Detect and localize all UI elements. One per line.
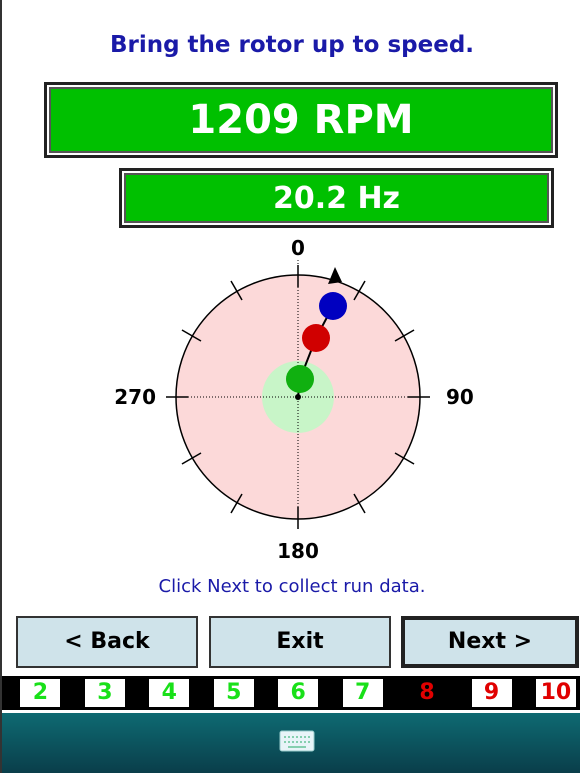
step: 10 [517, 676, 580, 710]
step: 7 [324, 676, 389, 710]
step: 4 [130, 676, 196, 710]
tick [353, 280, 366, 301]
green-dot [286, 365, 314, 393]
tick [230, 280, 243, 301]
label-0: 0 [291, 236, 305, 260]
tick [181, 329, 202, 342]
step: 2 [2, 676, 67, 710]
step-label: 4 [149, 679, 190, 707]
center [295, 394, 301, 400]
ticks [166, 265, 430, 529]
step-label: 10 [535, 679, 576, 707]
step-label: 7 [342, 679, 383, 707]
step-label: 6 [278, 679, 319, 707]
keyboard[interactable] [279, 730, 315, 752]
rpm-readout: 1209 RPM [44, 82, 558, 158]
tick [353, 493, 366, 514]
step-label: 5 [213, 679, 254, 707]
step: 8 [388, 676, 454, 710]
title: Bring the rotor up to speed. [109, 32, 475, 58]
step: 5 [195, 676, 260, 710]
tick [230, 493, 243, 514]
step: 6 [259, 676, 325, 710]
arrow [328, 267, 342, 284]
taskbar [2, 713, 580, 773]
label-270: 270 [114, 385, 156, 409]
tick [394, 329, 415, 342]
label-180: 180 [277, 539, 319, 563]
instruction: Click Next to collect run data. [158, 576, 426, 597]
tick [394, 452, 415, 465]
step-label: 3 [84, 679, 125, 707]
label-90: 90 [446, 385, 474, 409]
dial: 0 90 180 270 [114, 236, 474, 563]
keyboard-icon[interactable] [2, 713, 580, 773]
blue-dot [319, 292, 347, 320]
red-dot [302, 324, 330, 352]
exit-button[interactable]: Exit [209, 616, 391, 668]
steps: 2 3 4 5 6 7 8 9 10 [2, 676, 580, 710]
step-label: 8 [407, 679, 448, 707]
hz-readout: 20.2 Hz [119, 168, 554, 228]
tick [181, 452, 202, 465]
back-button[interactable]: < Back [16, 616, 198, 668]
step: 3 [66, 676, 131, 710]
next-button[interactable]: Next > [401, 616, 579, 668]
step: 9 [453, 676, 518, 710]
step-label: 9 [471, 679, 512, 707]
step-label: 2 [20, 679, 61, 707]
